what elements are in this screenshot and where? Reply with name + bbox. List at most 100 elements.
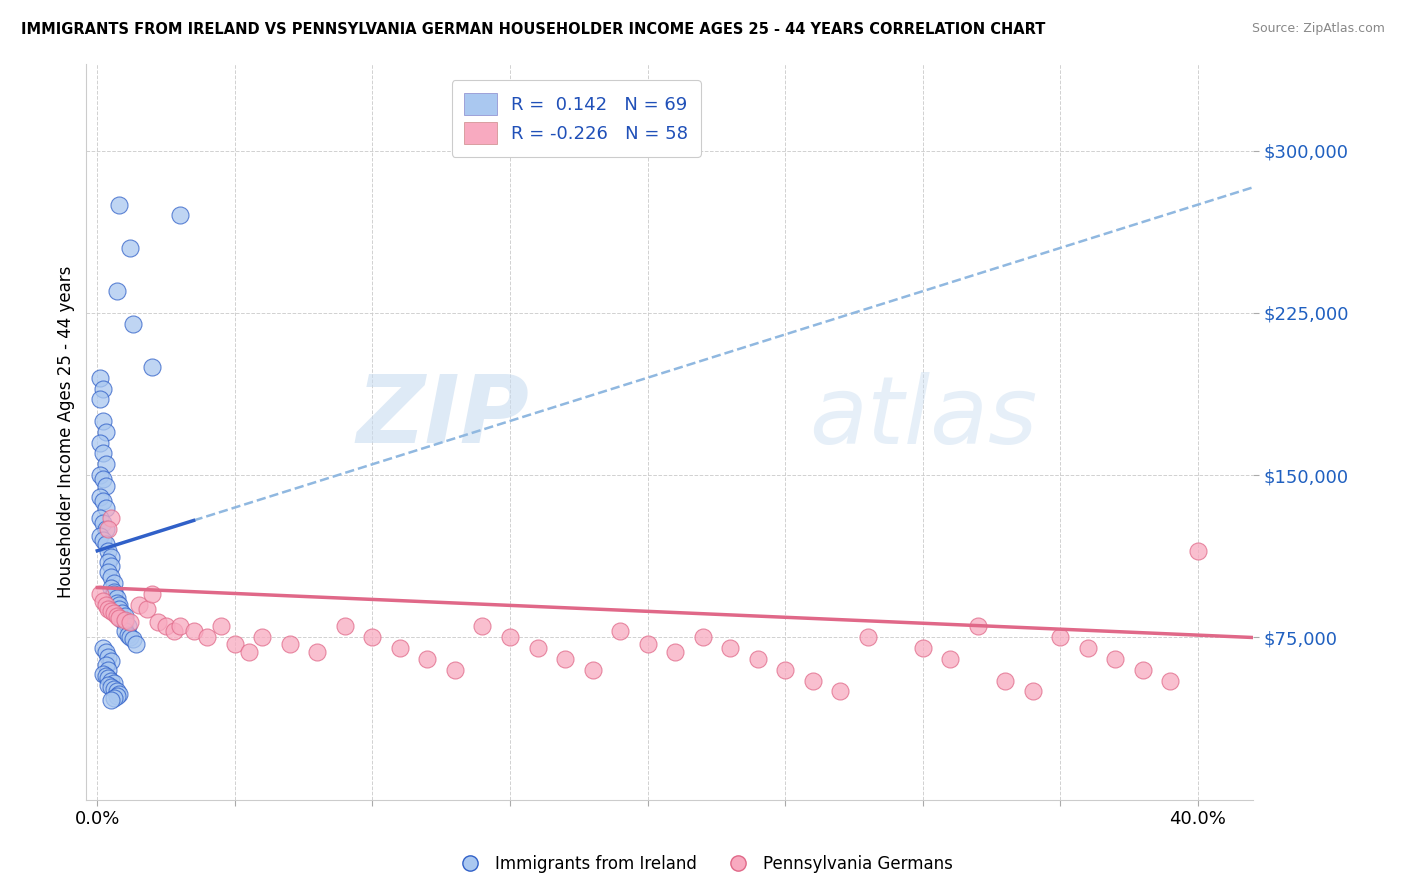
Point (105, 284, 128, 298)
Point (94, 457, 117, 471)
Point (94, 658, 117, 673)
Point (91, 667, 114, 681)
Point (91, 472, 114, 486)
Point (100, 673, 122, 688)
Point (97, 672, 120, 686)
Point (108, 687, 131, 701)
Point (581, 663, 603, 677)
Point (146, 615, 169, 629)
Point (103, 587, 125, 601)
Point (122, 632, 145, 647)
Point (114, 613, 136, 627)
Point (278, 637, 301, 651)
Point (89, 435, 111, 450)
Point (361, 630, 384, 644)
Point (471, 619, 494, 633)
Point (91, 494, 114, 508)
Point (163, 624, 186, 638)
Point (307, 645, 329, 659)
Point (103, 690, 125, 705)
Point (91, 382, 114, 396)
Point (94, 645, 117, 659)
Point (141, 359, 163, 374)
Point (94, 479, 117, 493)
Point (97, 663, 120, 677)
Point (100, 654, 122, 668)
Text: IMMIGRANTS FROM IRELAND VS PENNSYLVANIA GERMAN HOUSEHOLDER INCOME AGES 25 - 44 Y: IMMIGRANTS FROM IRELAND VS PENNSYLVANIA … (21, 22, 1046, 37)
Point (91, 414, 114, 428)
Point (195, 630, 218, 644)
Point (108, 602, 131, 616)
Point (94, 537, 117, 551)
Point (120, 241, 142, 255)
Point (103, 607, 125, 621)
Point (238, 645, 260, 659)
Point (939, 652, 962, 666)
Point (100, 680, 122, 694)
Point (120, 615, 142, 629)
Point (224, 637, 246, 651)
Point (155, 619, 177, 633)
Point (1104, 652, 1126, 666)
Point (169, 619, 191, 633)
Point (105, 684, 128, 698)
Point (135, 602, 157, 616)
Point (91, 593, 114, 607)
Point (105, 596, 128, 610)
Point (89, 528, 111, 542)
Point (100, 581, 122, 595)
Point (664, 645, 686, 659)
Point (91, 533, 114, 547)
Point (994, 673, 1017, 688)
Point (966, 619, 988, 633)
Point (1187, 543, 1209, 558)
Point (183, 624, 205, 638)
Point (94, 500, 117, 515)
Point (333, 619, 356, 633)
Text: Source: ZipAtlas.com: Source: ZipAtlas.com (1251, 22, 1385, 36)
Point (856, 630, 879, 644)
Point (252, 630, 274, 644)
Point (97, 543, 120, 558)
Point (89, 468, 111, 483)
Point (114, 615, 136, 629)
Text: atlas: atlas (810, 372, 1038, 463)
Point (114, 608, 136, 623)
Text: ZIP: ZIP (357, 371, 530, 463)
Point (117, 619, 139, 633)
Point (388, 641, 411, 656)
Point (94, 669, 117, 683)
Point (97, 522, 120, 536)
Point (108, 197, 131, 211)
Point (1077, 641, 1099, 656)
Point (100, 558, 122, 573)
Point (91, 446, 114, 460)
Point (125, 637, 148, 651)
Point (1049, 630, 1071, 644)
Point (103, 576, 125, 591)
Point (94, 522, 117, 536)
Point (105, 689, 128, 703)
Point (416, 652, 439, 666)
Legend: Immigrants from Ireland, Pennsylvania Germans: Immigrants from Ireland, Pennsylvania Ge… (446, 848, 960, 880)
Point (830, 684, 852, 698)
Point (1132, 663, 1154, 677)
Point (94, 598, 117, 612)
Point (554, 652, 576, 666)
Point (97, 566, 120, 580)
Point (89, 587, 111, 601)
Point (100, 511, 122, 525)
Point (103, 585, 125, 599)
Point (97, 602, 120, 616)
Point (114, 624, 136, 638)
Point (637, 637, 659, 651)
Point (609, 624, 631, 638)
Point (108, 598, 131, 612)
Point (108, 611, 131, 625)
Y-axis label: Householder Income Ages 25 - 44 years: Householder Income Ages 25 - 44 years (58, 266, 75, 598)
Point (117, 628, 139, 642)
Point (120, 630, 142, 644)
Point (801, 673, 824, 688)
Point (141, 587, 163, 601)
Point (692, 630, 714, 644)
